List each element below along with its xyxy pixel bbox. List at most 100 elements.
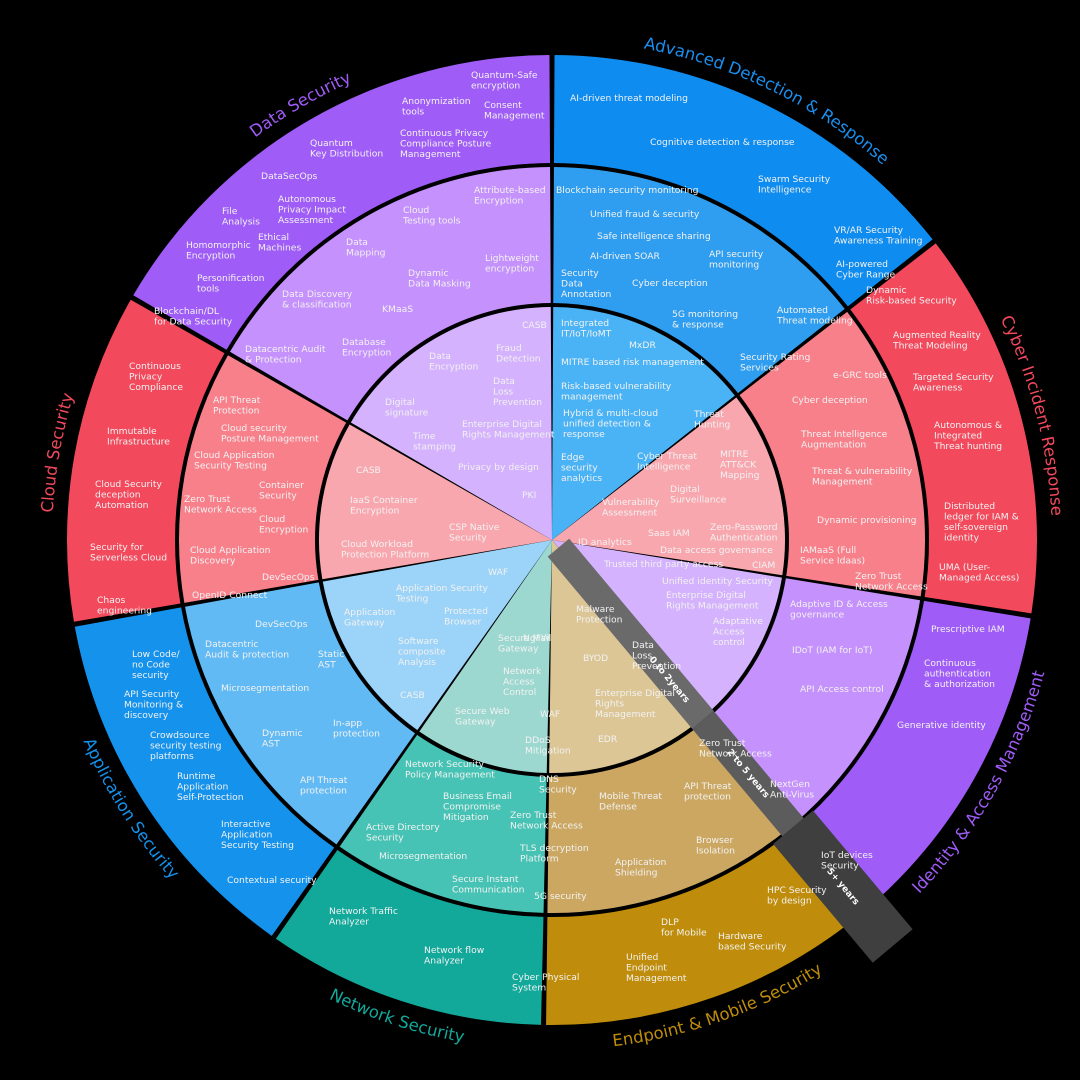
technology-label: Security Data Annotation	[561, 268, 612, 300]
technology-label: Secure Mail Gateway	[498, 633, 551, 655]
technology-label: DDoS Mitigation	[525, 735, 571, 757]
technology-label: CASB	[356, 465, 381, 476]
technology-label: Prescriptive IAM	[931, 624, 1005, 635]
technology-label: Malware Protection	[576, 604, 623, 626]
technology-label: NextGen Anti-Virus	[770, 779, 814, 801]
technology-label: BYOD	[583, 653, 608, 664]
technology-label: Enterprise Digital Rights Management	[462, 419, 555, 441]
sectors	[66, 55, 1038, 1025]
technology-label: Threat Intelligence Augmentation	[800, 429, 888, 451]
horizon-band-2	[692, 711, 804, 837]
technology-label: Risk-based vulnerability management	[561, 381, 672, 403]
technology-label: Zero Trust Network Access	[855, 571, 928, 593]
sector-application-security-ring-2	[185, 582, 416, 845]
sector-advanced-detection-response-ring-3	[553, 55, 933, 307]
technology-label: Augmented Reality Threat Modeling	[892, 330, 981, 352]
technology-label: DNS Security	[539, 774, 577, 796]
technology-label: Zero Trust Network Access	[184, 494, 257, 516]
technology-label: Hybrid & multi-cloud unified detection & r…	[563, 408, 658, 440]
technology-label: Microsegmentation	[379, 851, 467, 862]
technology-label: WAF	[488, 567, 508, 578]
technology-label: Continuous Privacy Compliance Posture Mana…	[400, 128, 492, 160]
technology-label: Cyber deception	[792, 395, 868, 406]
technology-label: API Threat protection	[684, 781, 732, 803]
technology-label: Dynamic AST	[262, 728, 303, 750]
technology-label: Cognitive detection & response	[650, 137, 795, 148]
technology-label: Crowdsource security testing platforms	[150, 730, 221, 762]
technology-label: Cloud Security deception Automation	[95, 479, 162, 511]
technology-label: Interactive Application Security Testing	[221, 819, 294, 851]
technology-label: WAF	[540, 709, 560, 720]
technology-label: UMA (User-Managed Access)	[939, 562, 1019, 584]
technology-label: Blockchain security monitoring	[556, 185, 698, 196]
technology-label: Data Mapping	[346, 237, 385, 259]
technology-label: Digital Surveillance	[670, 484, 727, 506]
technology-label: Business Email Compromise Mitigation	[443, 791, 512, 823]
technology-label: Network Traffic Analyzer	[329, 906, 398, 928]
technology-label: Browser Isolation	[696, 835, 735, 857]
technology-label: AI-powered Cyber Range	[836, 259, 896, 281]
technology-label: Unified Endpoint Management	[626, 952, 687, 984]
sector-data-security-ring-3	[133, 55, 551, 350]
technology-label: Network flow Analyzer	[424, 945, 485, 967]
sector-advanced-detection-response-ring-2	[553, 167, 845, 394]
technology-label: PKI	[522, 490, 536, 501]
technology-label: Protected Browser	[444, 606, 488, 628]
technology-label: Generative identity	[897, 720, 986, 731]
technology-label: Vulnerability Assessment	[602, 497, 660, 519]
sector-data-security-ring-1	[350, 307, 552, 540]
technology-label: Data Loss Prevention	[493, 376, 542, 408]
technology-label: DLP for Mobile	[661, 917, 707, 939]
technology-label: Anonymization tools	[402, 96, 471, 118]
technology-label: e-GRC tools	[833, 370, 887, 381]
technology-label: Autonomous & Integrated Threat hunting	[933, 420, 1002, 452]
technology-label: Cloud Application Discovery	[190, 545, 271, 567]
technology-label: Quantum-Safe encryption	[471, 70, 538, 92]
technology-label: Secure Web Gateway	[455, 706, 510, 728]
technology-label: KMaaS	[382, 304, 413, 315]
technology-label: Enterprise Digital Rights Management	[666, 590, 759, 612]
technology-label: Immutable Infrastructure	[107, 426, 170, 448]
technology-label: NgFW	[523, 633, 550, 644]
technology-label: Static AST	[318, 649, 344, 671]
technology-label: Fraud Detection	[496, 343, 541, 365]
technology-label: Threat Hunting	[693, 409, 730, 431]
technology-label: Personification tools	[197, 273, 265, 295]
item-labels: Integrated IT/IoT/IoMT MxDR MITRE based ris…	[90, 70, 1019, 994]
technology-label: API Threat Protection	[213, 395, 261, 417]
technology-label: Attribute-based Encryption	[474, 185, 546, 207]
sector-endpoint-mobile-security-ring-3	[546, 830, 862, 1025]
technology-label: Digital signature	[385, 397, 429, 419]
technology-label: IAMaaS (Full Service Idaas)	[800, 545, 865, 567]
horizon-band-3	[773, 810, 913, 963]
technology-label: Runtime Application Self-Protection	[177, 771, 244, 803]
technology-label: Automated Threat modeling	[776, 305, 853, 327]
technology-label: Network Security Policy Management	[405, 759, 495, 781]
technology-label: Cloud Application Security Testing	[194, 450, 275, 472]
technology-label: Quantum Key Distribution	[310, 138, 383, 160]
sector-network-security-ring-2	[339, 734, 547, 913]
technology-label: Swarm Security Intelligence	[758, 174, 831, 196]
technology-label: DevSecOps	[255, 619, 308, 630]
technology-label: IaaS Container Encryption	[350, 495, 418, 517]
technology-label: API Access control	[800, 684, 884, 695]
technology-label: Blockchain/DL for Data Security	[154, 306, 233, 328]
technology-label: Security for Serverless Cloud	[90, 542, 167, 564]
technology-label: Continuous Privacy Compliance	[129, 361, 183, 393]
technology-label: Container Security	[259, 480, 304, 502]
sector-identity-access-management-ring-3	[795, 600, 1031, 910]
sector-identity-access-management-ring-2	[705, 578, 921, 825]
technology-label: Data Loss Prevention	[632, 640, 681, 672]
technology-label: Cyber Threat Intelligence	[637, 451, 697, 473]
technology-label: ID analytics	[578, 537, 632, 548]
technology-label: Datacentric Audit & Protection	[245, 344, 326, 366]
sector-application-security-ring-1	[322, 540, 552, 731]
sector-cloud-security-ring-2	[179, 355, 347, 603]
technology-label: Low Code/no Code security	[132, 649, 181, 681]
technology-label: Targeted Security Awareness	[912, 372, 994, 394]
technology-label: File Analysis	[222, 206, 260, 228]
technology-label: CIAM	[752, 560, 775, 571]
technology-label: Zero Trust Network Access	[699, 738, 772, 760]
technology-label: Cloud Testing tools	[402, 205, 461, 227]
